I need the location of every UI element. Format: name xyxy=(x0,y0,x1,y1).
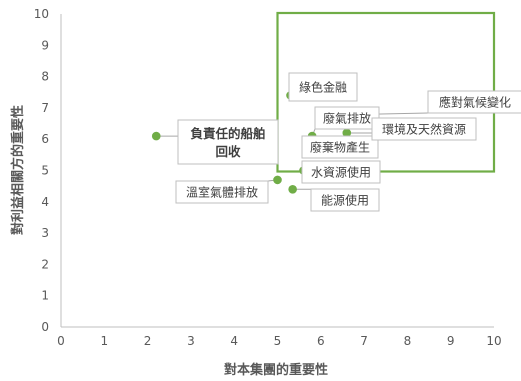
data-label: 負責任的船舶回收 xyxy=(177,119,279,165)
data-label-text: 能源使用 xyxy=(321,193,369,208)
data-label-text: 溫室氣體排放 xyxy=(186,185,258,200)
callout-box xyxy=(301,135,379,159)
y-tick-label: 5 xyxy=(41,164,49,178)
data-label: 環境及天然資源 xyxy=(371,117,477,141)
x-tick-label: 2 xyxy=(144,334,152,348)
data-label: 廢棄物產生 xyxy=(301,135,379,159)
data-label: 水資源使用 xyxy=(301,160,381,184)
data-point xyxy=(342,128,352,138)
x-tick-label: 10 xyxy=(486,334,501,348)
data-label: 綠色金融 xyxy=(288,72,358,102)
callout-box xyxy=(288,72,358,102)
x-tick-label: 8 xyxy=(404,334,412,348)
y-tick-label: 3 xyxy=(41,226,49,240)
callout-box xyxy=(175,180,269,204)
axes xyxy=(60,14,494,328)
leader-line xyxy=(372,112,429,115)
data-label-text: 應對氣候變化 xyxy=(439,95,511,110)
y-tick-label: 4 xyxy=(41,195,49,209)
data-label: 應對氣候變化 xyxy=(427,90,521,114)
x-tick-label: 4 xyxy=(230,334,238,348)
y-tick-label: 2 xyxy=(41,257,49,271)
callout-box xyxy=(177,119,279,165)
y-tick-label: 6 xyxy=(41,132,49,146)
y-tick-label: 1 xyxy=(41,289,49,303)
data-point xyxy=(151,131,161,141)
x-tick-label: 9 xyxy=(447,334,455,348)
data-label: 能源使用 xyxy=(310,188,380,212)
data-label-text: 水資源使用 xyxy=(311,165,371,180)
data-label-text: 環境及天然資源 xyxy=(382,122,466,137)
data-point xyxy=(288,184,297,194)
y-tick-label: 7 xyxy=(41,101,49,115)
data-label-text: 廢棄物產生 xyxy=(310,140,370,155)
data-label-text: 綠色金融 xyxy=(299,80,347,95)
y-axis-title: 對利益相關方的重要性 xyxy=(10,105,26,235)
y-tick-label: 9 xyxy=(41,38,49,52)
data-label: 廢氣排放 xyxy=(314,106,380,130)
callout-box xyxy=(427,90,521,114)
x-tick-label: 1 xyxy=(100,334,108,348)
data-point xyxy=(273,175,282,185)
tick-labels: 0 1 2 3 4 5 6 7 8 9 10 0 1 2 3 4 5 6 7 8 9 10 xyxy=(34,7,502,348)
x-tick-label: 7 xyxy=(360,334,368,348)
x-axis-title: 對本集團的重要性 xyxy=(224,362,328,378)
x-tick-label: 3 xyxy=(187,334,195,348)
data-label-text: 負責任的船舶回收 xyxy=(190,126,265,159)
callout-box xyxy=(310,188,380,212)
callout-box xyxy=(301,160,381,184)
y-tick-label: 8 xyxy=(41,70,49,84)
x-tick-label: 5 xyxy=(274,334,282,348)
data-label-text: 廢氣排放 xyxy=(323,111,371,126)
callout-box xyxy=(371,117,477,141)
y-tick-label: 10 xyxy=(34,7,49,21)
y-tick-label: 0 xyxy=(41,320,49,334)
x-tick-label: 0 xyxy=(57,334,65,348)
data-label: 溫室氣體排放 xyxy=(175,180,269,204)
x-tick-label: 6 xyxy=(317,334,325,348)
